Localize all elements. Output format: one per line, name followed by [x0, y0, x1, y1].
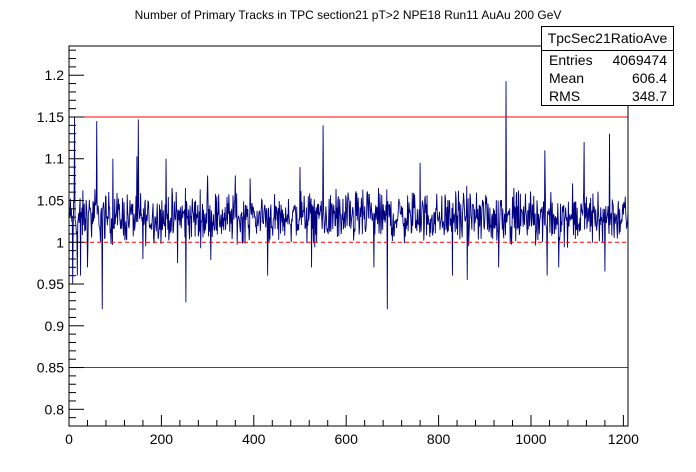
x-tick-label: 0 [65, 431, 73, 447]
plot-area [69, 81, 629, 310]
stats-title: TpcSec21RatioAve [542, 27, 673, 51]
stats-label: Entries [549, 52, 593, 68]
y-tick-label: 0.8 [45, 401, 65, 417]
y-tick-label: 1.2 [45, 67, 65, 83]
y-tick-label: 1.05 [37, 193, 64, 209]
y-tick-label: 0.9 [45, 318, 65, 334]
stats-row-entries: Entries 4069474 [542, 51, 673, 69]
data-series-line [69, 81, 629, 310]
x-tick-label: 200 [150, 431, 174, 447]
chart-title: Number of Primary Tracks in TPC section2… [135, 8, 562, 22]
y-axis: 0.8 0.85 0.9 0.95 1 1.05 1.1 1.15 1.2 [37, 49, 84, 427]
x-axis: 0 200 400 600 800 1000 1200 [65, 415, 639, 447]
stats-label: Mean [549, 70, 585, 86]
x-tick-label: 400 [242, 431, 266, 447]
stats-value: 348.7 [631, 88, 667, 104]
stats-label: RMS [549, 88, 581, 104]
reference-lines [69, 116, 628, 369]
y-tick-label: 0.95 [37, 276, 64, 292]
stats-row-mean: Mean 606.4 [542, 69, 673, 87]
stats-row-rms: RMS 348.7 [542, 87, 673, 105]
y-tick-label: 1.15 [37, 109, 64, 125]
plot-frame [68, 45, 629, 427]
x-tick-label: 800 [427, 431, 451, 447]
y-tick-label: 1 [56, 234, 64, 250]
stats-value: 4069474 [612, 52, 667, 68]
x-tick-label: 1200 [608, 431, 639, 447]
x-tick-label: 1000 [515, 431, 546, 447]
y-tick-label: 0.85 [37, 360, 64, 376]
x-tick-label: 600 [335, 431, 359, 447]
y-tick-label: 1.1 [45, 151, 65, 167]
stats-value: 606.4 [631, 70, 667, 86]
stats-box: TpcSec21RatioAve Entries 4069474 Mean 60… [541, 26, 674, 106]
